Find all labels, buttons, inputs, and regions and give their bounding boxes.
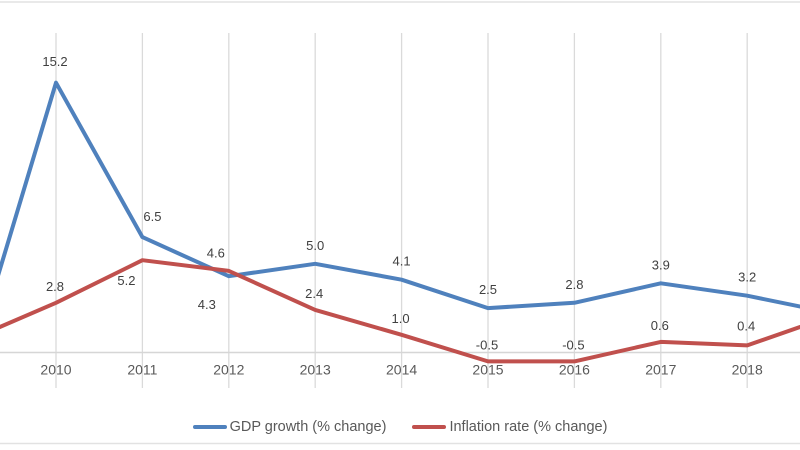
inflation-rate-line[interactable] bbox=[0, 258, 800, 364]
data-label-inflation-rate-2010: 2.8 bbox=[46, 279, 64, 294]
gdp-growth-legend-swatch bbox=[192, 425, 227, 429]
data-label-gdp-growth-2016: 2.8 bbox=[565, 277, 583, 292]
data-label-gdp-growth-2018: 3.2 bbox=[738, 270, 756, 285]
gdp-growth-legend-label: GDP growth (% change) bbox=[229, 418, 387, 435]
data-label-inflation-rate-2014: 1.0 bbox=[392, 311, 410, 326]
x-axis-label-2017: 2017 bbox=[645, 362, 676, 378]
x-axis-label-2010: 2010 bbox=[40, 362, 71, 378]
data-label-gdp-growth-2011: 6.5 bbox=[143, 209, 161, 224]
inflation-rate-legend-swatch bbox=[412, 425, 447, 429]
x-axis-label-2012: 2012 bbox=[213, 362, 244, 378]
legend-item-inflation-rate[interactable]: Inflation rate (% change) bbox=[412, 420, 607, 435]
x-axis-label-2014: 2014 bbox=[386, 362, 417, 378]
data-label-gdp-growth-2017: 3.9 bbox=[652, 257, 670, 272]
x-axis-label-2011: 2011 bbox=[127, 362, 157, 378]
legend: GDP growth (% change) Inflation rate (% … bbox=[0, 416, 800, 438]
data-label-gdp-growth-2012: 4.3 bbox=[198, 297, 216, 312]
data-label-gdp-growth-2015: 2.5 bbox=[479, 282, 497, 297]
x-axis-label-2016: 2016 bbox=[559, 362, 590, 378]
data-label-inflation-rate-2012: 4.6 bbox=[207, 245, 225, 260]
data-label-inflation-rate-2013: 2.4 bbox=[305, 286, 323, 301]
x-axis-label-2013: 2013 bbox=[300, 362, 331, 378]
x-axis-label-2018: 2018 bbox=[732, 362, 763, 378]
data-label-gdp-growth-2010: 15.2 bbox=[42, 54, 67, 69]
data-label-gdp-growth-2013: 5.0 bbox=[306, 238, 324, 253]
data-label-inflation-rate-2011: 5.2 bbox=[117, 273, 135, 288]
data-label-inflation-rate-2016: -0.5 bbox=[562, 337, 584, 352]
inflation-rate-legend-label: Inflation rate (% change) bbox=[449, 418, 608, 435]
data-label-gdp-growth-2014: 4.1 bbox=[393, 254, 411, 269]
legend-item-gdp-growth[interactable]: GDP growth (% change) bbox=[192, 418, 387, 435]
data-label-inflation-rate-2015: -0.5 bbox=[476, 337, 498, 352]
gdp-growth-line[interactable] bbox=[0, 80, 800, 371]
x-axis-label-2015: 2015 bbox=[472, 362, 503, 378]
data-label-inflation-rate-2018: 0.4 bbox=[737, 318, 755, 333]
data-label-inflation-rate-2017: 0.6 bbox=[651, 318, 669, 333]
